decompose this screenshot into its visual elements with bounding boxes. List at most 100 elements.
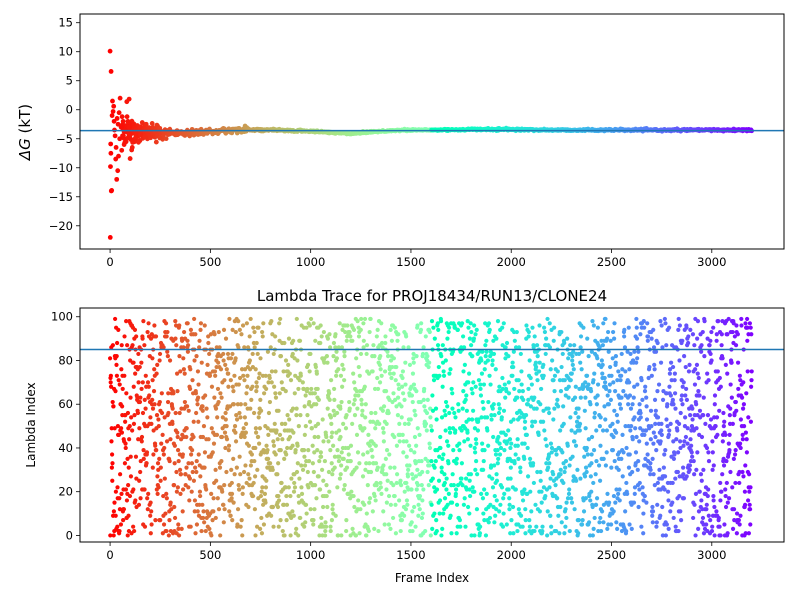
lambda-point (512, 461, 517, 466)
lambda-point (236, 345, 241, 350)
lambda-point (279, 480, 284, 486)
lambda-point (722, 419, 727, 424)
lambda-y-tick-label: 60 (58, 397, 73, 411)
lambda-point (590, 504, 595, 510)
lambda-point (497, 441, 502, 446)
lambda-point (302, 404, 307, 409)
lambda-point (416, 513, 421, 518)
lambda-point (308, 316, 314, 322)
lambda-point (176, 533, 182, 538)
lambda-point (291, 430, 296, 435)
lambda-point (643, 384, 648, 389)
lambda-point (216, 399, 221, 405)
lambda-point (318, 340, 323, 346)
lambda-point (506, 391, 512, 396)
lambda-point (203, 393, 208, 398)
lambda-point (501, 511, 506, 516)
lambda-point (254, 389, 259, 394)
lambda-point (663, 321, 668, 326)
lambda-point (269, 380, 274, 385)
lambda-point (634, 336, 640, 341)
lambda-point (150, 406, 156, 411)
lambda-point (188, 386, 193, 392)
lambda-point (612, 408, 617, 413)
lambda-point (480, 349, 485, 354)
lambda-point (392, 325, 397, 330)
lambda-point (344, 338, 349, 343)
lambda-point (188, 524, 193, 529)
lambda-point (285, 445, 290, 451)
lambda-point (733, 448, 738, 453)
lambda-point (576, 531, 581, 536)
lambda-point (269, 369, 275, 374)
lambda-point (578, 345, 583, 350)
lambda-point (583, 465, 589, 470)
lambda-point (379, 491, 384, 496)
lambda-point (342, 349, 347, 354)
lambda-point (629, 526, 634, 531)
lambda-point (128, 474, 134, 479)
lambda-point (371, 343, 376, 348)
lambda-point (484, 349, 489, 354)
lambda-point (420, 511, 425, 516)
lambda-point (375, 375, 380, 381)
lambda-point (284, 518, 289, 523)
lambda-point (705, 493, 710, 499)
lambda-point (710, 524, 715, 529)
lambda-point (684, 386, 689, 392)
lambda-point (299, 485, 304, 490)
lambda-point (728, 382, 733, 387)
lambda-point (568, 343, 573, 348)
lambda-point (341, 456, 346, 461)
lambda-point (421, 487, 426, 492)
lambda-point (278, 448, 283, 453)
lambda-point (419, 515, 425, 521)
lambda-point (301, 386, 306, 392)
lambda-point (694, 362, 700, 367)
lambda-point (449, 500, 455, 505)
lambda-point (487, 515, 493, 521)
lambda-point (676, 528, 681, 534)
lambda-point (132, 528, 137, 534)
delta-g-y-tick-label: 10 (58, 45, 73, 59)
lambda-point (476, 378, 482, 383)
lambda-point (430, 408, 436, 413)
lambda-point (240, 491, 245, 496)
lambda-point (726, 441, 731, 446)
lambda-point (645, 334, 651, 339)
lambda-point (132, 327, 138, 332)
lambda-point (684, 325, 689, 330)
lambda-point (277, 432, 283, 437)
lambda-point (561, 421, 566, 427)
lambda-point (625, 349, 630, 354)
lambda-point (397, 421, 402, 427)
lambda-point (479, 491, 484, 496)
delta-g-y-tick-label: 0 (66, 103, 73, 117)
lambda-point (721, 423, 726, 429)
lambda-point (467, 478, 472, 483)
lambda-point (257, 441, 262, 446)
lambda-point (634, 325, 639, 330)
lambda-point (159, 391, 164, 396)
lambda-point (648, 408, 654, 413)
lambda-point (145, 507, 150, 512)
lambda-point (221, 520, 226, 525)
lambda-point (742, 489, 747, 494)
lambda-point (374, 334, 379, 339)
lambda-point (697, 408, 703, 413)
lambda-point (164, 439, 170, 444)
lambda-point (549, 531, 554, 536)
lambda-point (327, 332, 332, 337)
lambda-point (365, 450, 370, 455)
lambda-point (324, 354, 329, 359)
lambda-point (189, 461, 195, 466)
lambda-axes-frame (79, 307, 785, 543)
lambda-point (685, 426, 690, 431)
lambda-point (112, 500, 117, 505)
lambda-point (666, 432, 671, 437)
lambda-point (422, 404, 427, 409)
lambda-point (475, 428, 481, 433)
lambda-point (388, 327, 393, 332)
lambda-point (212, 332, 217, 337)
lambda-point (113, 389, 118, 394)
